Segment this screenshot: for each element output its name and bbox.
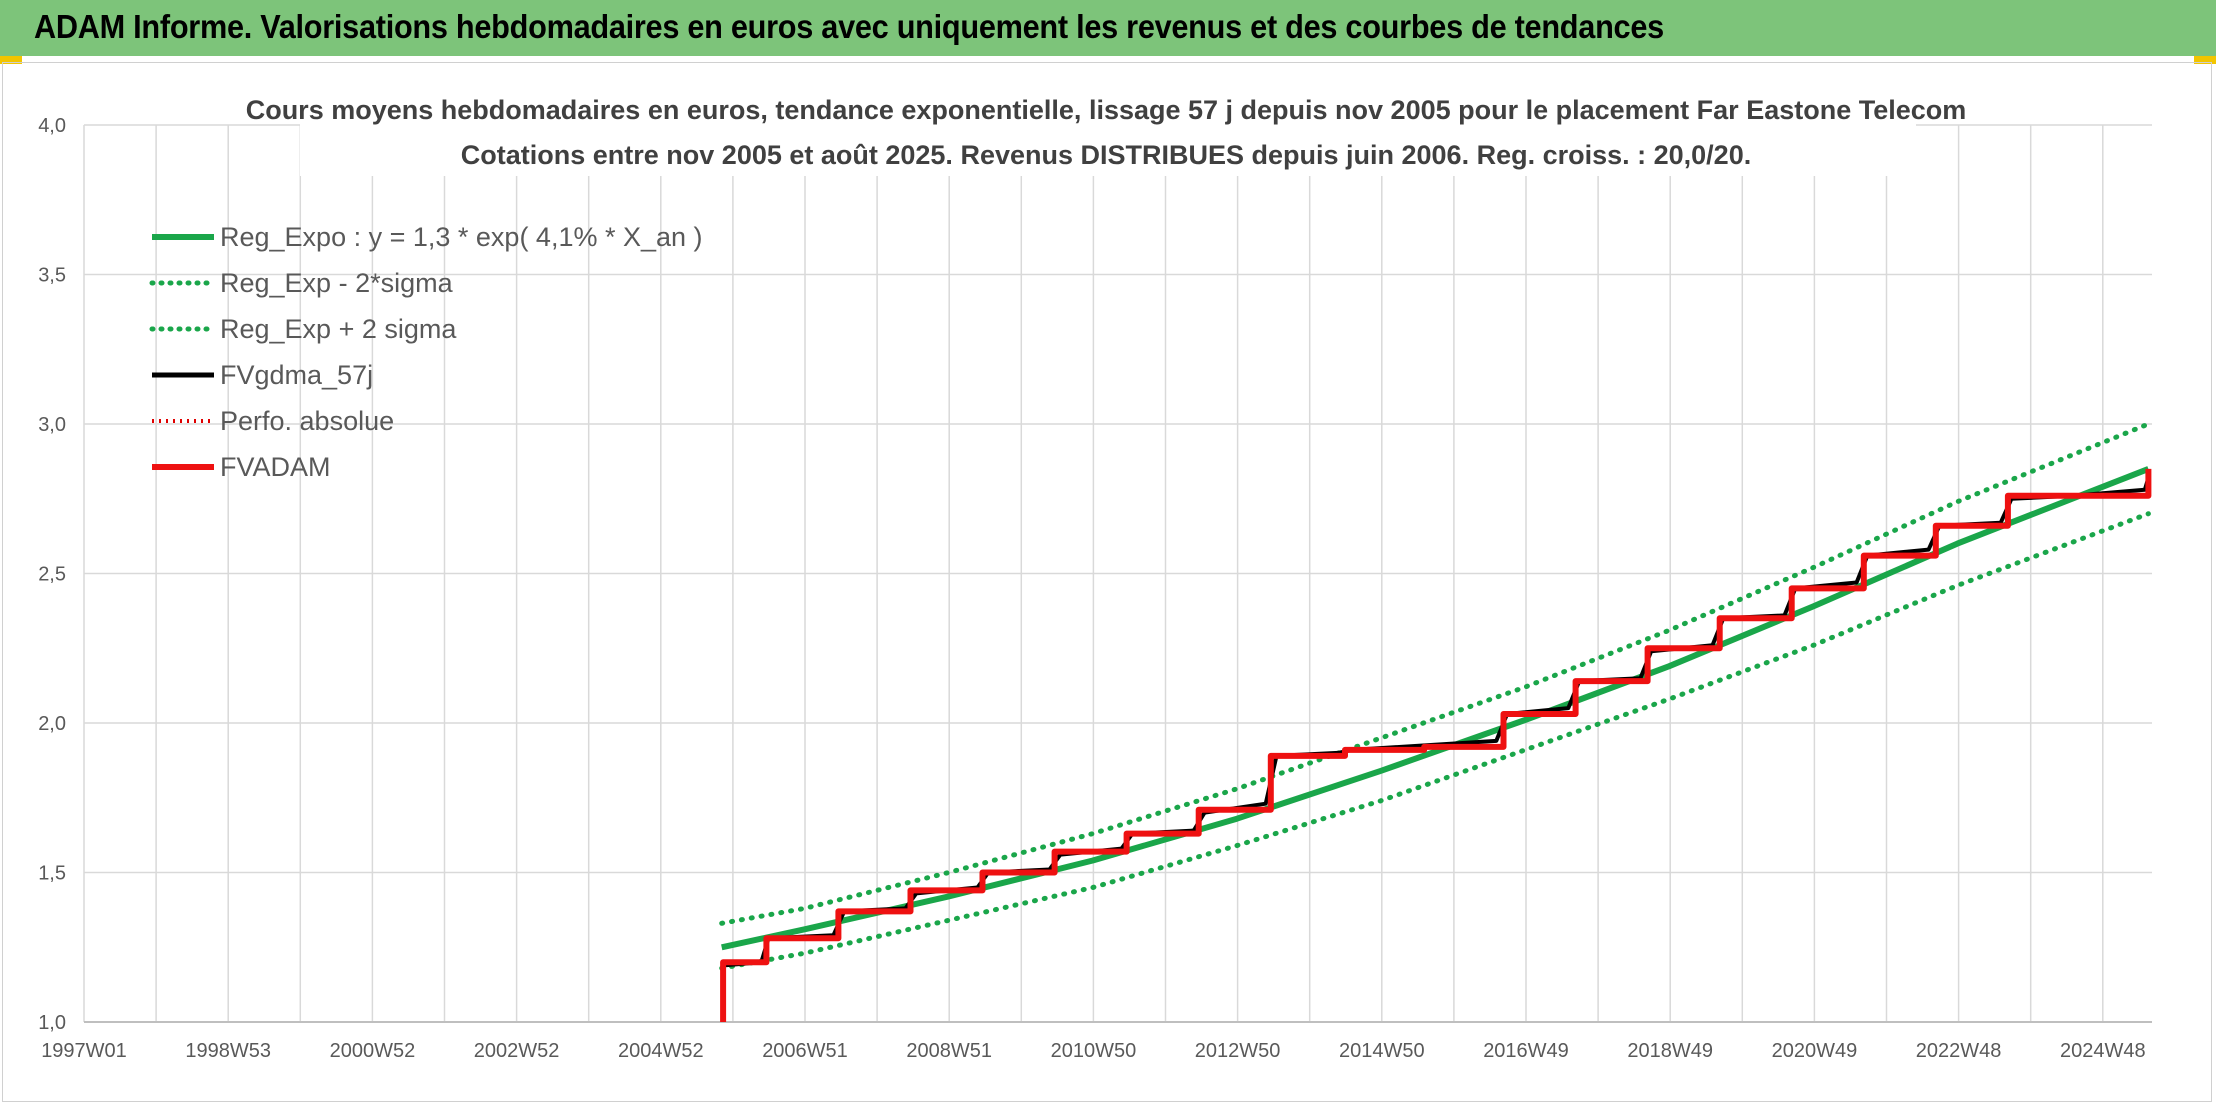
x-tick-label: 2000W52 (330, 1040, 416, 1062)
x-tick-label: 2022W48 (1916, 1040, 2002, 1062)
x-axis: 1997W01 1998W53 2000W52 2002W52 2004W52 2006W… (41, 1040, 2145, 1062)
legend-label: FVgdma_57j (220, 360, 373, 390)
header-banner: ADAM Informe. Valorisations hebdomadaire… (0, 0, 2216, 56)
x-tick-label: 1998W53 (185, 1040, 271, 1062)
y-tick-label: 2,5 (38, 564, 66, 586)
title-backdrop (300, 88, 1916, 176)
x-tick-label: 1997W01 (41, 1040, 127, 1062)
legend-label: Reg_Expo : y = 1,3 * exp( 4,1% * X_an ) (220, 222, 703, 252)
y-tick-label: 3,0 (38, 414, 66, 436)
x-tick-label: 2016W49 (1483, 1040, 1569, 1062)
chart-subtitle: Cotations entre nov 2005 et août 2025. R… (461, 140, 1751, 170)
series-group (719, 421, 2152, 1022)
legend-label: Perfo. absolue (220, 406, 394, 436)
page-title: ADAM Informe. Valorisations hebdomadaire… (34, 8, 1664, 45)
x-tick-label: 2008W51 (906, 1040, 992, 1062)
y-tick-label: 4,0 (38, 115, 66, 137)
x-tick-label: 2012W50 (1195, 1040, 1281, 1062)
y-axis: 1,0 1,5 2,0 2,5 3,0 3,5 4,0 (38, 115, 66, 1034)
y-tick-label: 2,0 (38, 713, 66, 735)
y-tick-label: 1,0 (38, 1012, 66, 1034)
corner-mark-left (0, 56, 22, 64)
series-reg-exp-minus-2sigma (719, 511, 2151, 971)
chart-frame (2, 62, 2212, 1102)
x-tick-label: 2018W49 (1627, 1040, 1713, 1062)
series-fvadam (720, 468, 2152, 1022)
x-tick-label: 2020W49 (1772, 1040, 1858, 1062)
legend-label: Reg_Exp - 2*sigma (220, 268, 454, 298)
legend-label: FVADAM (220, 452, 331, 482)
gridlines (83, 124, 2152, 1023)
x-tick-label: 2014W50 (1339, 1040, 1425, 1062)
legend-label: Reg_Exp + 2 sigma (220, 314, 457, 344)
series-reg-exp-plus-2sigma (719, 421, 2151, 926)
legend: Reg_Expo : y = 1,3 * exp( 4,1% * X_an ) R… (149, 222, 703, 482)
x-tick-label: 2024W48 (2060, 1040, 2146, 1062)
y-tick-label: 3,5 (38, 265, 66, 287)
x-tick-label: 2006W51 (762, 1040, 848, 1062)
chart-title: Cours moyens hebdomadaires en euros, ten… (246, 95, 1967, 125)
y-tick-label: 1,5 (38, 863, 66, 885)
x-tick-label: 2010W50 (1051, 1040, 1137, 1062)
x-tick-label: 2004W52 (618, 1040, 704, 1062)
x-tick-label: 2002W52 (474, 1040, 560, 1062)
corner-mark-right (2194, 56, 2216, 64)
